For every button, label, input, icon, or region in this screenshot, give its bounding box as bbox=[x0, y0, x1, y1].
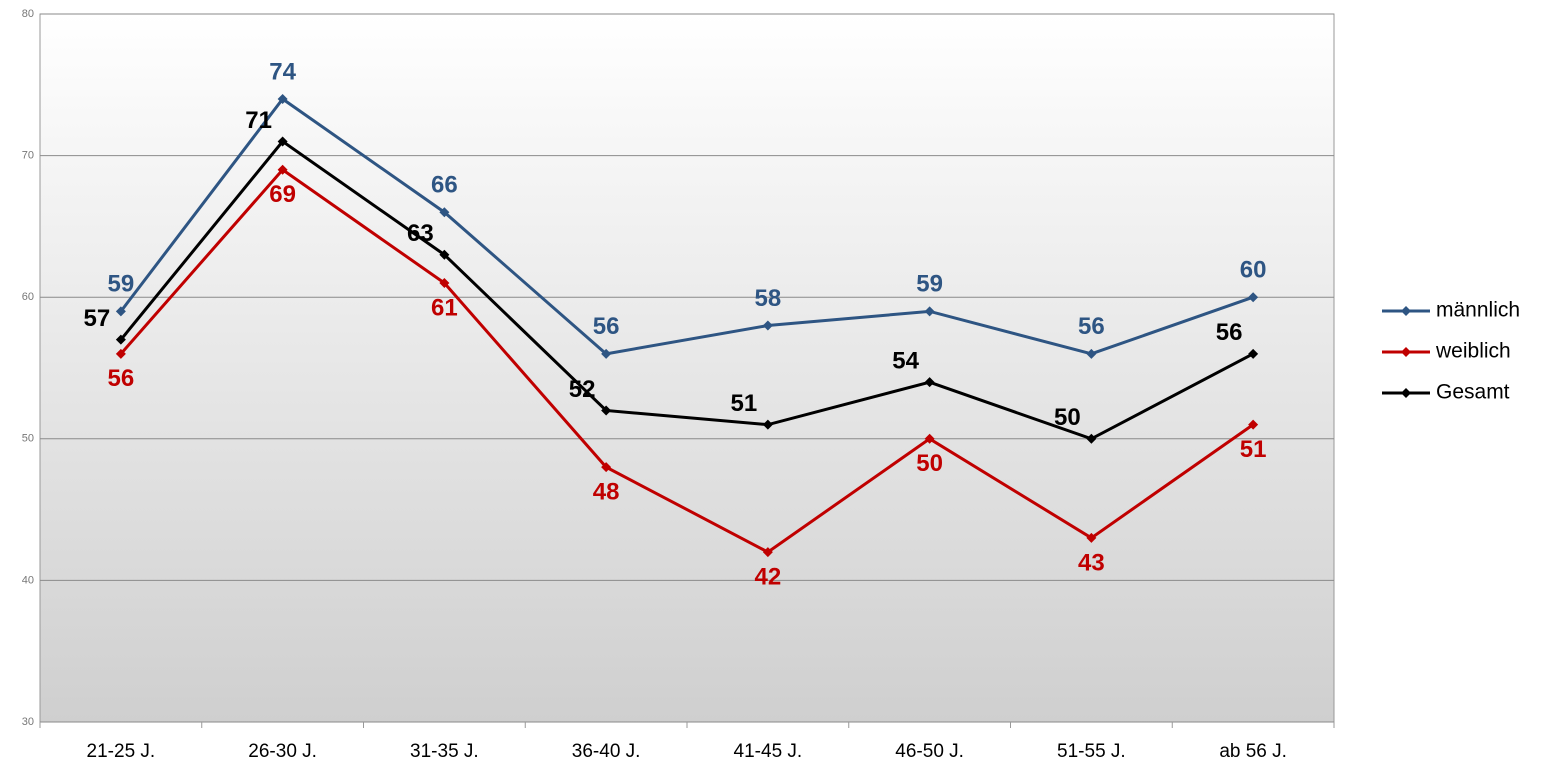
marker bbox=[1248, 292, 1259, 303]
x-tick-label: 36-40 J. bbox=[572, 741, 641, 762]
series-line bbox=[119, 139, 1254, 441]
y-tick-label: 30 bbox=[22, 716, 34, 728]
marker bbox=[277, 93, 288, 104]
x-tick-label: 51-55 J. bbox=[1057, 741, 1126, 762]
marker bbox=[762, 320, 773, 331]
value-label: 59 bbox=[108, 271, 135, 298]
value-label: 66 bbox=[431, 172, 458, 199]
marker bbox=[762, 419, 773, 430]
value-label: 56 bbox=[1216, 319, 1243, 346]
value-label: 56 bbox=[1078, 313, 1105, 340]
x-tick-label: ab 56 J. bbox=[1219, 741, 1287, 762]
value-label: 48 bbox=[593, 478, 620, 505]
value-label: 60 bbox=[1240, 257, 1267, 284]
x-tick-label: 41-45 J. bbox=[734, 741, 803, 762]
value-label: 43 bbox=[1078, 549, 1105, 576]
value-label: 69 bbox=[269, 181, 296, 208]
legend-label: weiblich bbox=[1435, 340, 1511, 363]
marker bbox=[762, 547, 773, 558]
marker bbox=[1086, 433, 1097, 444]
legend-marker bbox=[1401, 306, 1411, 316]
marker bbox=[439, 249, 450, 260]
y-tick-label: 50 bbox=[22, 433, 34, 445]
value-label: 74 bbox=[269, 58, 296, 85]
value-label: 54 bbox=[892, 348, 919, 375]
marker bbox=[924, 433, 935, 444]
plot-area bbox=[39, 13, 1335, 723]
legend-label: Gesamt bbox=[1436, 381, 1510, 404]
marker bbox=[1248, 419, 1259, 430]
legend-marker bbox=[1401, 347, 1411, 357]
marker bbox=[1086, 532, 1097, 543]
legend-marker bbox=[1401, 388, 1411, 398]
marker bbox=[601, 462, 612, 473]
y-tick-label: 80 bbox=[22, 8, 34, 20]
marker bbox=[601, 405, 612, 416]
value-label: 51 bbox=[1240, 436, 1267, 463]
marker bbox=[115, 306, 126, 317]
value-label: 59 bbox=[916, 271, 943, 298]
marker bbox=[924, 377, 935, 388]
marker bbox=[439, 207, 450, 218]
y-tick-label: 40 bbox=[22, 574, 34, 586]
value-label: 56 bbox=[108, 365, 135, 392]
value-label: 58 bbox=[755, 285, 782, 312]
value-label: 52 bbox=[569, 376, 596, 403]
series-line bbox=[119, 96, 1254, 356]
y-tick-label: 60 bbox=[22, 291, 34, 303]
marker bbox=[1248, 348, 1259, 359]
marker bbox=[439, 278, 450, 289]
value-label: 71 bbox=[245, 107, 272, 134]
x-tick-label: 46-50 J. bbox=[895, 741, 964, 762]
value-label: 56 bbox=[593, 313, 620, 340]
value-label: 63 bbox=[407, 220, 434, 247]
y-tick-label: 70 bbox=[22, 150, 34, 162]
value-label: 42 bbox=[755, 563, 782, 590]
x-tick-label: 26-30 J. bbox=[248, 741, 317, 762]
legend-label: männlich bbox=[1436, 299, 1520, 322]
value-label: 57 bbox=[84, 305, 111, 332]
x-tick-label: 21-25 J. bbox=[87, 741, 156, 762]
marker bbox=[1086, 348, 1097, 359]
marker bbox=[115, 334, 126, 345]
marker bbox=[277, 164, 288, 175]
value-label: 50 bbox=[916, 450, 943, 477]
value-label: 50 bbox=[1054, 404, 1081, 431]
x-tick-label: 31-35 J. bbox=[410, 741, 479, 762]
marker bbox=[277, 136, 288, 147]
value-label: 51 bbox=[731, 390, 758, 417]
value-label: 61 bbox=[431, 294, 458, 321]
marker bbox=[924, 306, 935, 317]
series-line bbox=[119, 167, 1254, 554]
marker bbox=[601, 348, 612, 359]
marker bbox=[115, 348, 126, 359]
